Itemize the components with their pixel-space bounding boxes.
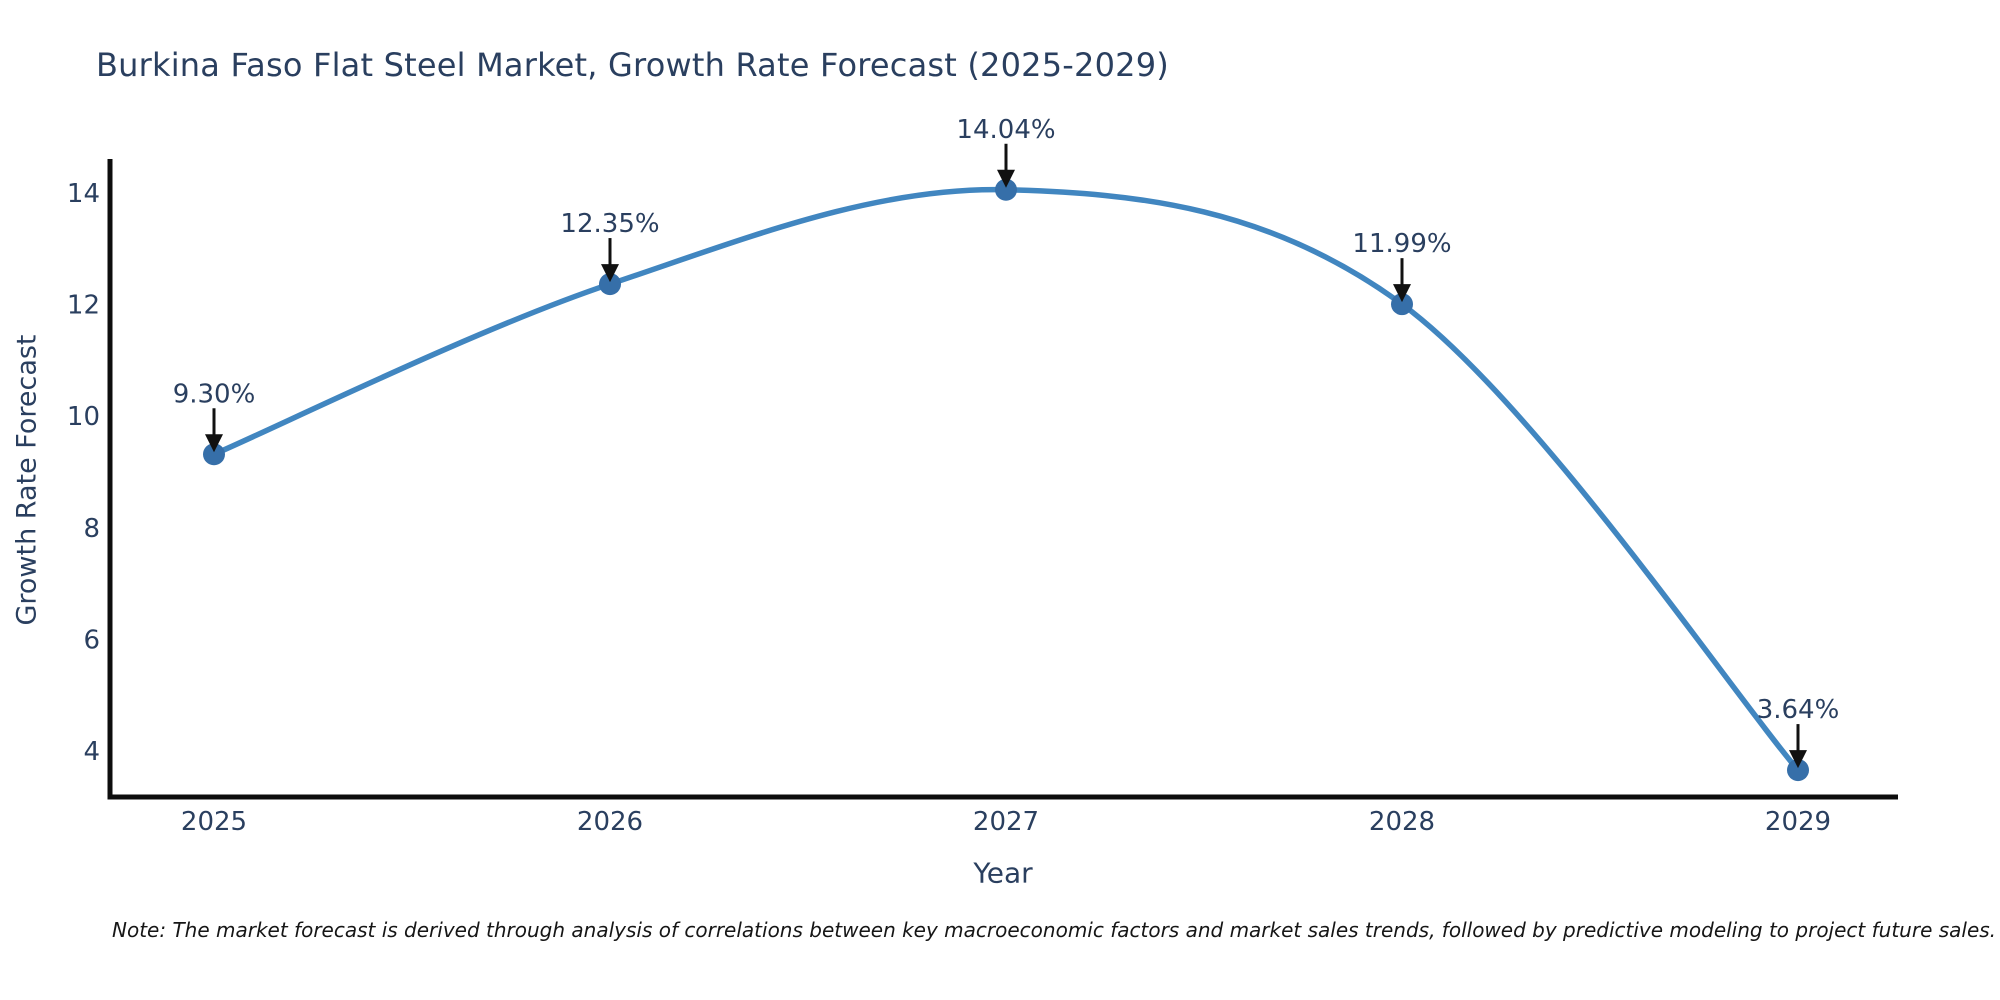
chart-title: Burkina Faso Flat Steel Market, Growth R… <box>96 46 1169 84</box>
annotation-arrowhead <box>205 434 223 453</box>
data-point-marker <box>995 178 1017 201</box>
data-point-label: 3.64% <box>1757 695 1840 725</box>
x-tick-label: 2028 <box>1369 807 1435 837</box>
y-tick-label: 8 <box>83 514 100 544</box>
data-point-label: 11.99% <box>1352 229 1451 259</box>
data-point-label: 9.30% <box>173 379 256 409</box>
x-axis-title: Year <box>973 856 1033 890</box>
data-point-marker <box>1391 293 1413 316</box>
x-tick-label: 2025 <box>181 807 247 837</box>
x-tick-label: 2026 <box>577 807 643 837</box>
y-tick-label: 6 <box>83 625 100 655</box>
data-point-label: 14.04% <box>956 115 1055 145</box>
y-tick-label: 14 <box>67 179 100 209</box>
annotation-arrowhead <box>997 169 1015 188</box>
x-tick-label: 2029 <box>1765 807 1831 837</box>
trend-line <box>211 186 1801 773</box>
y-tick-label: 10 <box>67 402 100 432</box>
x-tick-label: 2027 <box>973 807 1039 837</box>
annotation-arrowhead <box>1789 750 1807 769</box>
footnote: Note: The market forecast is derived thr… <box>112 918 1997 942</box>
data-point-marker <box>1787 759 1809 782</box>
data-point-label: 12.35% <box>560 209 659 239</box>
y-tick-label: 4 <box>83 737 100 767</box>
annotation-arrowhead <box>601 264 619 283</box>
data-point-marker <box>599 273 621 296</box>
y-tick-label: 12 <box>67 291 100 321</box>
data-point-marker <box>203 443 225 466</box>
annotation-arrowhead <box>1393 284 1411 303</box>
